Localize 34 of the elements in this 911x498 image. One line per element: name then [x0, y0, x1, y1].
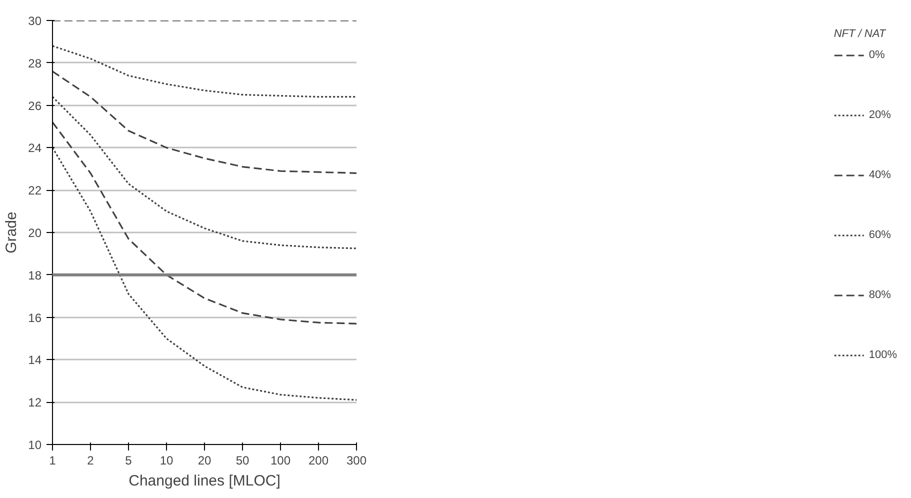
- line-series: [52, 45, 356, 98]
- x-axis-title: Changed lines [MLOC]: [128, 472, 280, 490]
- y-axis-title: Grade: [3, 212, 20, 254]
- x-tick-label: 300: [346, 454, 367, 468]
- y-tick-label: 28: [28, 56, 42, 70]
- legend-label: 80%: [868, 289, 891, 301]
- line-series: [52, 121, 356, 324]
- x-tick-label: 200: [308, 454, 329, 468]
- x-tick-label: 2: [87, 454, 94, 468]
- y-tick-label: 20: [28, 226, 42, 240]
- y-tick-label: 14: [28, 353, 42, 368]
- x-tick-label: 10: [160, 454, 174, 468]
- y-tick-label: 26: [28, 98, 42, 113]
- legend-label: 0%: [868, 49, 886, 61]
- x-tick-label: 5: [125, 454, 132, 468]
- line-series: [52, 70, 356, 174]
- x-tick-label: 1: [49, 454, 56, 468]
- line-series: [52, 146, 356, 401]
- y-tick-label: 30: [28, 14, 42, 28]
- x-tick-label: 50: [236, 454, 250, 468]
- legend-label: 40%: [868, 169, 891, 181]
- legend-label: 60%: [868, 229, 891, 241]
- legend-label: 20%: [868, 109, 891, 121]
- y-tick-label: 24: [28, 141, 42, 156]
- legend-title: NFT / NAT: [834, 28, 888, 40]
- x-tick-label: 100: [270, 454, 291, 468]
- legend-label: 100%: [868, 349, 897, 361]
- y-tick-label: 16: [28, 310, 42, 325]
- x-tick-label: 20: [198, 454, 212, 468]
- y-tick-label: 10: [28, 438, 42, 452]
- y-tick-label: 12: [28, 396, 42, 410]
- y-tick-label: 18: [28, 268, 42, 282]
- y-tick-label: 22: [28, 184, 42, 198]
- line-series: [52, 96, 356, 250]
